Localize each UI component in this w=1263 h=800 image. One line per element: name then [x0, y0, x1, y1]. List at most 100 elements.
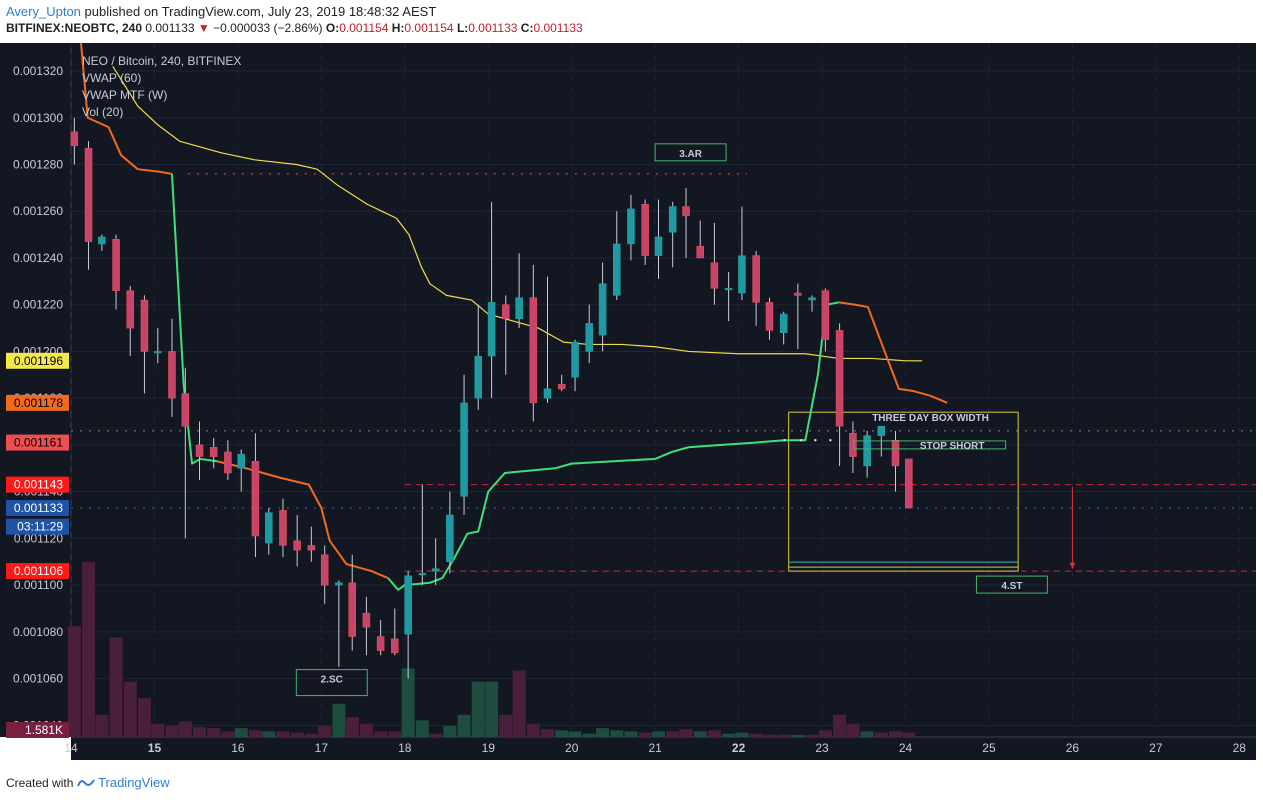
volume-bar	[178, 721, 192, 737]
created-with-text: Created with	[6, 776, 74, 790]
price-axis-label	[6, 721, 69, 738]
candle-body	[362, 612, 371, 628]
price-axis-label	[6, 394, 69, 411]
volume-bar	[722, 733, 736, 737]
candle-body	[251, 461, 260, 537]
candle-body	[376, 636, 385, 651]
candle-body	[835, 330, 844, 427]
annotation-box	[654, 143, 727, 162]
time-axis-background	[71, 737, 1256, 760]
candle-body	[627, 208, 635, 245]
candle-body	[710, 262, 719, 289]
legend-entry: NEO / Bitcoin, 240, BITFINEX	[82, 54, 241, 68]
author-link[interactable]: Avery_Upton	[6, 4, 81, 19]
vwap-mtf-line	[838, 301, 948, 404]
volume-bar	[512, 670, 526, 737]
candle-body	[460, 402, 468, 497]
y-tick-label: 0.001280	[13, 158, 63, 172]
volume-bar	[471, 681, 485, 737]
candle-body	[849, 432, 857, 457]
volume-bar	[833, 714, 847, 737]
last-price: 0.001133	[145, 21, 195, 35]
y-tick-label: 0.001300	[13, 111, 63, 125]
vwap-mtf-line	[387, 301, 839, 591]
volume-bar	[791, 734, 805, 737]
price-axis-label	[6, 352, 69, 369]
volume-bar	[345, 717, 359, 737]
volume-bar	[388, 731, 402, 737]
y-tick-label: 0.001080	[13, 625, 63, 639]
y-tick-label: 0.001220	[13, 298, 63, 312]
volume-bar	[221, 731, 235, 737]
volume-bar	[193, 727, 207, 737]
candle-body	[502, 304, 510, 319]
vwap-mtf-line	[80, 42, 173, 175]
price-axis-label	[6, 563, 69, 580]
close-label: C:	[520, 21, 534, 35]
price-axis-label-text: 0.001196	[14, 354, 63, 368]
x-tick-label: 24	[899, 741, 913, 755]
price-axis-label-text: 03:11:29	[17, 520, 63, 534]
price-axis-label-text: 0.001161	[14, 436, 63, 450]
annotation-label: 4.ST	[1001, 581, 1022, 592]
tradingview-brand[interactable]: TradingView	[98, 775, 170, 790]
candle-body	[168, 351, 176, 399]
volume-bar	[860, 731, 874, 737]
footer: Created with TradingView	[6, 775, 170, 790]
candle-body	[613, 243, 621, 296]
y-tick-label: 0.001320	[13, 64, 63, 78]
tradingview-logo-icon	[76, 777, 95, 788]
volume-bar	[276, 731, 290, 737]
volume-bar	[818, 730, 832, 737]
change-value: −0.000033 (−2.86%)	[213, 21, 323, 35]
candle-body	[794, 292, 802, 296]
candle-body	[557, 383, 566, 390]
price-axis-label	[6, 518, 69, 535]
candle-body	[808, 297, 816, 301]
x-tick-label: 16	[231, 741, 245, 755]
candle-body	[905, 458, 913, 509]
volume-bar	[707, 730, 721, 737]
candle-body	[154, 351, 162, 354]
vwap-mtf-line	[170, 173, 218, 465]
candle-body	[195, 444, 204, 457]
dot-mark	[829, 439, 832, 442]
x-tick-label: 25	[982, 741, 996, 755]
y-tick-label: 0.001120	[14, 531, 63, 545]
candle-body	[431, 568, 440, 572]
candle-body	[181, 393, 190, 427]
candle-body	[307, 545, 316, 551]
volume-bar	[248, 730, 262, 737]
volume-bar	[485, 681, 499, 737]
volume-bar	[415, 720, 429, 737]
legend-entry: Vol (20)	[82, 105, 123, 119]
volume-bar	[749, 733, 763, 737]
candle-body	[863, 435, 871, 467]
volume-bar	[902, 732, 916, 737]
candle-body	[84, 147, 93, 242]
candle-body	[279, 510, 287, 546]
volume-bar	[846, 723, 860, 737]
candle-body	[765, 302, 774, 331]
volume-bar	[429, 733, 443, 737]
legend-entry: VWAP (60)	[82, 71, 141, 85]
x-tick-label: 20	[565, 741, 579, 755]
volume-bar	[304, 733, 318, 737]
candle-body	[696, 246, 704, 259]
volume-bar	[651, 731, 665, 737]
annotation-label: THREE DAY BOX WIDTH	[872, 413, 989, 424]
x-tick-label: 22	[732, 741, 746, 755]
change-down-icon: ▼	[197, 21, 210, 35]
volume-bar	[777, 734, 791, 737]
annotation-box	[295, 669, 368, 697]
legend-entry: VWAP MTF (W)	[82, 88, 167, 102]
candle-body	[724, 288, 733, 291]
x-tick-label: 26	[1066, 741, 1080, 755]
candle-body	[209, 446, 218, 457]
volume-bar	[762, 734, 776, 737]
low-value: 0.001133	[468, 21, 518, 35]
dot-mark	[783, 439, 786, 442]
volume-bar	[610, 730, 624, 737]
volume-bar	[67, 626, 81, 737]
